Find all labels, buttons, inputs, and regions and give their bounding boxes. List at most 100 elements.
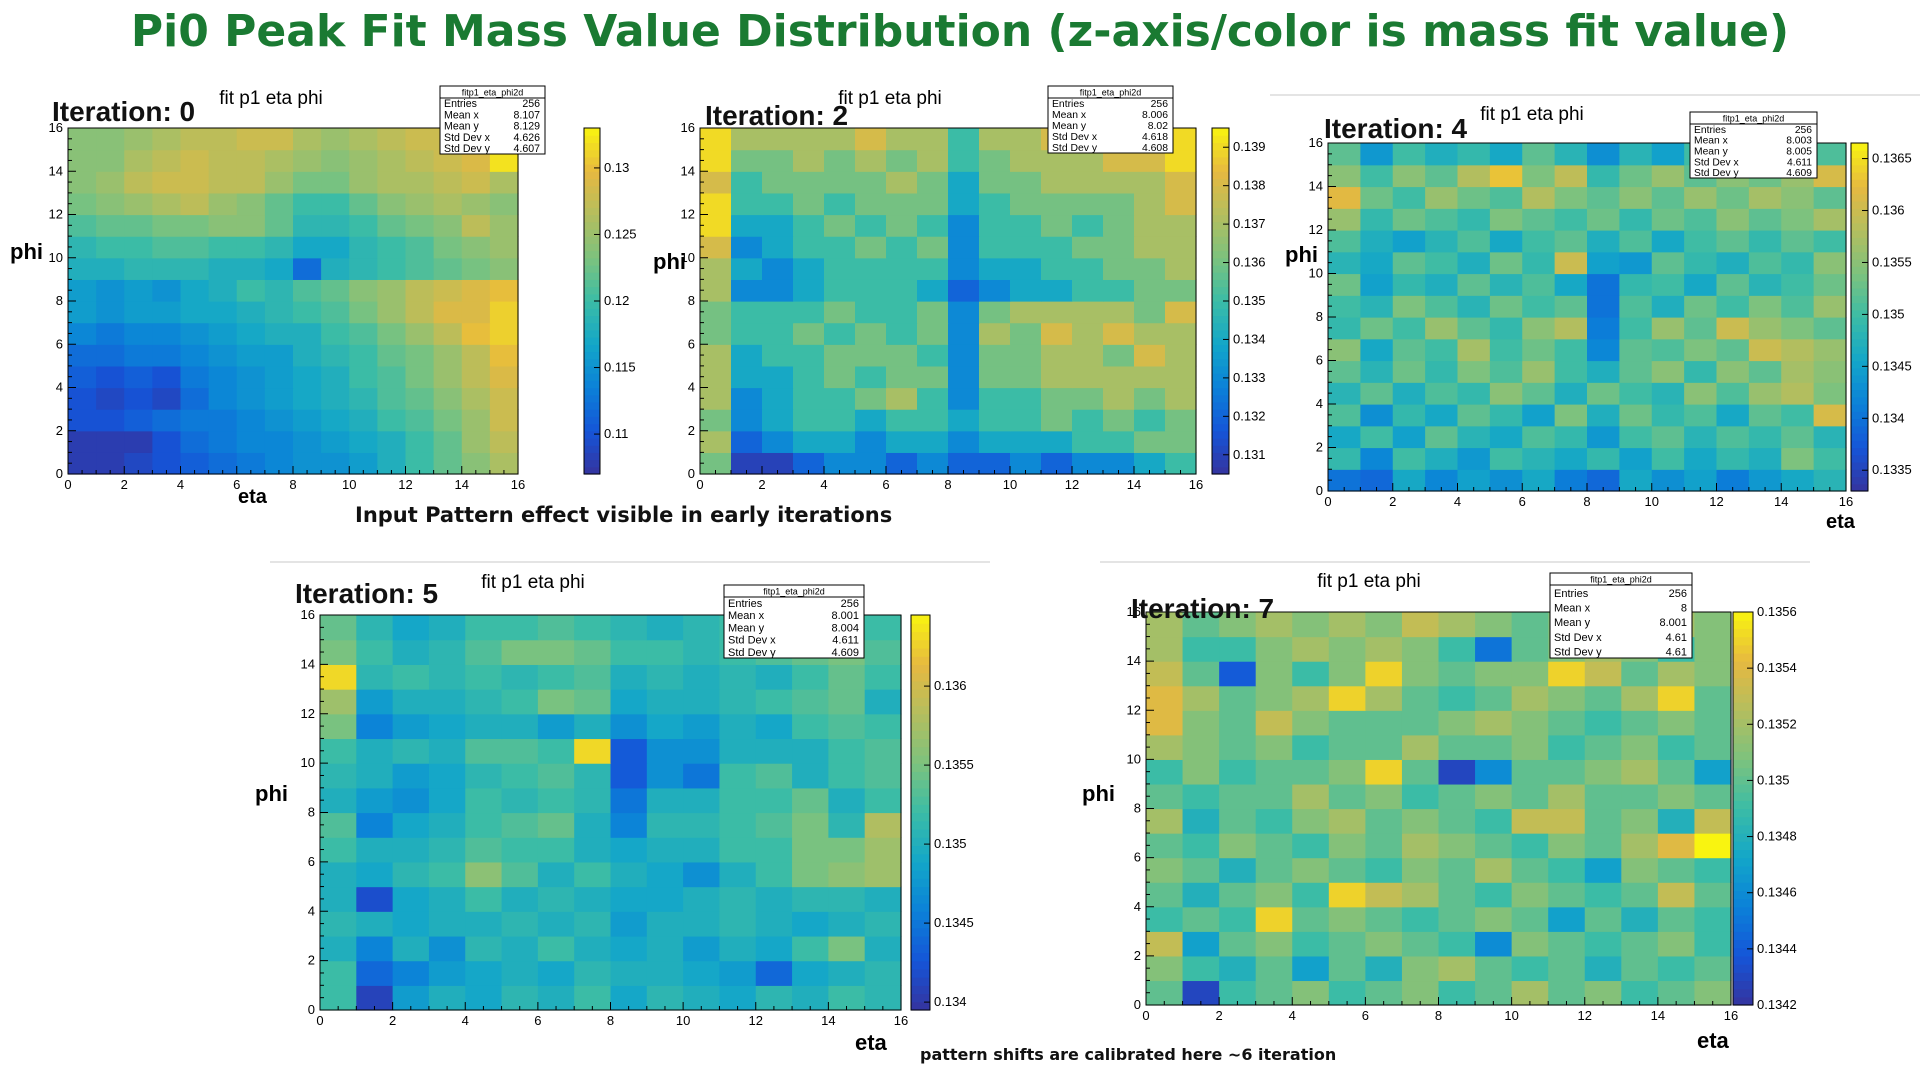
- heatmap-cell: [1328, 338, 1361, 362]
- heatmap-cell: [96, 301, 125, 324]
- color-bar-segment: [584, 315, 600, 324]
- heatmap-cell: [824, 430, 856, 453]
- heatmap-cell: [1328, 783, 1366, 810]
- heatmap-cell: [1651, 295, 1685, 318]
- heatmap-cell: [392, 664, 430, 690]
- heatmap-cell: [700, 344, 732, 367]
- heatmap-cell: [1684, 251, 1718, 275]
- heatmap-cell: [948, 365, 980, 389]
- heatmap-cell: [1548, 882, 1586, 908]
- color-bar-segment: [584, 286, 600, 295]
- heatmap-cell: [293, 214, 322, 237]
- heatmap-cell: [537, 886, 575, 912]
- color-bar-segment: [1212, 264, 1229, 273]
- heatmap-cell: [1657, 906, 1696, 932]
- color-bar-segment: [1733, 743, 1753, 752]
- heatmap-cell: [1425, 317, 1459, 340]
- heatmap-cell: [574, 664, 612, 690]
- heatmap-cell: [1657, 931, 1696, 957]
- color-bar-segment: [1212, 358, 1229, 367]
- heatmap-cell: [1328, 857, 1366, 883]
- heatmap-cell: [1219, 636, 1257, 662]
- heatmap-cell: [1146, 783, 1184, 810]
- color-bar-segment: [1851, 317, 1868, 325]
- z-tick-label: 0.1346: [1757, 885, 1797, 900]
- heatmap-cell: [731, 430, 763, 453]
- heatmap-cell: [1621, 857, 1659, 883]
- heatmap-cell: [349, 387, 378, 410]
- x-tick-label: 14: [1651, 1008, 1665, 1023]
- heatmap-cell: [1010, 279, 1042, 302]
- heatmap-cell: [152, 128, 182, 151]
- stats-value: 8.005: [1786, 146, 1812, 157]
- heatmap-cell: [1748, 338, 1782, 362]
- color-bar-segment: [584, 380, 600, 389]
- heatmap-cell: [1365, 612, 1403, 638]
- heatmap-cell: [1651, 143, 1685, 166]
- heatmap-cell: [1219, 685, 1257, 711]
- heatmap-cell: [755, 935, 793, 962]
- heatmap-cell: [1401, 931, 1440, 957]
- color-bar-segment: [584, 236, 600, 244]
- color-bar-segment: [1733, 661, 1753, 670]
- heatmap-cell: [948, 409, 980, 432]
- color-bar-segment: [1212, 228, 1229, 237]
- heatmap-cell: [377, 149, 407, 172]
- color-bar-segment: [1733, 726, 1753, 736]
- heatmap-cell: [646, 787, 684, 814]
- heatmap-cell: [700, 236, 732, 259]
- color-bar-segment: [1212, 135, 1229, 144]
- heatmap-cell: [1041, 301, 1073, 324]
- heatmap-cell: [208, 214, 238, 237]
- stats-name: fitp1_eta_phi2d: [763, 587, 825, 597]
- heatmap-cell: [180, 301, 210, 324]
- x-tick-label: 16: [1724, 1008, 1738, 1023]
- heatmap-cell: [1010, 301, 1042, 324]
- heatmap-cell: [208, 236, 238, 259]
- heatmap-cell: [1219, 783, 1257, 810]
- x-tick-label: 6: [233, 477, 240, 492]
- heatmap-cell: [356, 911, 394, 937]
- heatmap-cell: [1255, 906, 1293, 932]
- heatmap-cell: [321, 365, 350, 389]
- heatmap-cell: [700, 387, 732, 410]
- color-bar-segment: [1212, 394, 1229, 403]
- heatmap-cell: [68, 430, 97, 453]
- heatmap-cell: [1134, 409, 1166, 432]
- heatmap-cell: [1511, 833, 1549, 859]
- heatmap-cell: [96, 214, 125, 237]
- heatmap-cell: [1781, 208, 1815, 231]
- color-bar-segment: [584, 337, 600, 345]
- x-tick-label: 2: [389, 1013, 396, 1028]
- heatmap-cell: [537, 837, 575, 863]
- heatmap-cell: [1587, 186, 1620, 209]
- heatmap-cell: [574, 713, 612, 740]
- heatmap-cell: [1716, 469, 1750, 492]
- heatmap-cell: [1072, 236, 1104, 259]
- heatmap-cell: [1619, 360, 1653, 383]
- stats-key: Mean y: [1554, 617, 1591, 629]
- x-tick-label: 8: [289, 477, 296, 492]
- heatmap-cell: [180, 279, 210, 302]
- heatmap-cell: [1146, 931, 1184, 957]
- color-bar-segment: [584, 192, 600, 201]
- heatmap-cell: [152, 430, 182, 453]
- heatmap-cell: [1010, 214, 1042, 237]
- heatmap-cell: [1182, 808, 1220, 834]
- color-bar-segment: [1851, 273, 1868, 282]
- heatmap-cell: [465, 738, 503, 764]
- heatmap-cell: [1182, 759, 1220, 785]
- heatmap-cell: [646, 960, 684, 986]
- heatmap-cell: [1694, 857, 1732, 883]
- heatmap-cell: [1425, 447, 1459, 470]
- heatmap-cell: [1103, 171, 1135, 194]
- heatmap-cell: [731, 322, 763, 345]
- heatmap-cell: [1328, 295, 1361, 318]
- heatmap-cell: [1584, 833, 1622, 859]
- heatmap-cell: [855, 279, 887, 302]
- heatmap-cell: [180, 344, 210, 367]
- heatmap-cell: [610, 738, 648, 764]
- heatmap-cell: [828, 861, 866, 888]
- heatmap-cells: [320, 615, 902, 1011]
- heatmap-cell: [1328, 143, 1361, 166]
